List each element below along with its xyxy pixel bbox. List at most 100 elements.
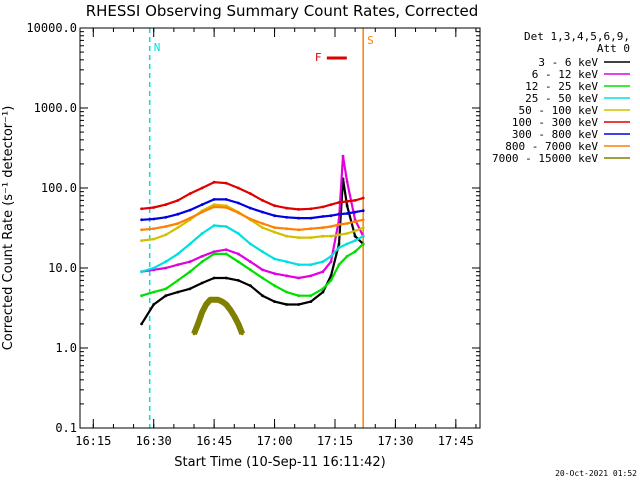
- series-7-point-9: [249, 217, 252, 221]
- series-7-point-2: [164, 225, 168, 228]
- series-0-point-16: [329, 274, 333, 278]
- series-8-point-4: [208, 298, 212, 302]
- series-6-point-19: [353, 210, 357, 214]
- series-2-point-14: [309, 294, 313, 298]
- series-1-point-8: [236, 252, 240, 256]
- series-7-point-0: [140, 228, 144, 232]
- series-7-point-3: [176, 222, 180, 225]
- x-tick-label: 16:45: [196, 434, 232, 448]
- series-2-point-8: [236, 260, 240, 264]
- series-4-point-14: [309, 236, 313, 240]
- series-5-point-10: [261, 199, 264, 202]
- series-6-point-11: [273, 214, 276, 218]
- series-6-point-5: [200, 203, 204, 207]
- series-3-point-10: [261, 250, 264, 254]
- series-3-point-17: [337, 246, 341, 250]
- series-1-point-14: [309, 274, 313, 278]
- y-tick-label: 1000.0: [34, 101, 77, 115]
- series-0-point-6: [212, 276, 216, 280]
- series-3-point-15: [321, 260, 325, 264]
- series-8-point-10: [232, 314, 236, 318]
- series-4-point-15: [321, 234, 325, 238]
- series-2-point-0: [140, 294, 144, 298]
- series-6-point-18: [345, 212, 349, 215]
- flare-flag-label: F: [315, 51, 322, 64]
- series-line-0: [140, 177, 364, 325]
- series-6-point-16: [329, 214, 333, 218]
- series-0-point-19: [345, 204, 349, 208]
- series-line-1: [141, 155, 365, 280]
- series-5-point-18: [345, 200, 349, 203]
- series-3-point-16: [329, 254, 333, 258]
- series-8-point-9: [228, 308, 232, 312]
- series-6-point-20: [361, 209, 365, 213]
- series-3-point-7: [224, 225, 228, 228]
- series-3-point-20: [361, 234, 365, 238]
- series-1-point-5: [200, 254, 204, 258]
- series-5-point-8: [236, 186, 240, 190]
- series-0-point-8: [236, 279, 240, 282]
- x-tick-label: 17:00: [256, 434, 292, 448]
- series-0-point-9: [249, 284, 252, 288]
- series-4-point-18: [345, 232, 349, 235]
- series-4-point-1: [152, 237, 156, 241]
- series-2-point-19: [353, 250, 357, 254]
- series-3-point-5: [200, 232, 204, 235]
- series-3-point-3: [176, 252, 180, 256]
- series-1-point-17: [337, 218, 341, 222]
- series-6-point-1: [152, 217, 156, 221]
- series-0-point-1: [152, 303, 156, 306]
- series-3-point-0: [140, 270, 144, 274]
- series-5-point-3: [176, 199, 180, 202]
- series-6-point-3: [176, 212, 180, 216]
- chart-title: RHESSI Observing Summary Count Rates, Co…: [86, 2, 479, 20]
- x-tick-label: 16:15: [75, 434, 111, 448]
- series-7-point-7: [224, 206, 228, 209]
- series-4-point-16: [329, 234, 333, 238]
- series-0-point-7: [224, 276, 228, 280]
- series-7-point-18: [345, 222, 349, 225]
- series-1-point-16: [329, 260, 333, 264]
- series-6-point-8: [236, 201, 240, 205]
- series-0-point-20: [353, 234, 357, 238]
- series-1-point-12: [285, 274, 288, 278]
- legend-header-line: Att 0: [597, 42, 630, 55]
- series-1-point-3: [176, 263, 180, 267]
- series-3-point-6: [212, 224, 216, 227]
- series-2-point-5: [200, 260, 204, 264]
- series-6-point-6: [212, 198, 216, 201]
- series-5-point-16: [329, 203, 333, 207]
- series-1-point-2: [164, 266, 168, 270]
- series-0-point-3: [176, 290, 180, 294]
- series-6-point-4: [188, 208, 192, 212]
- series-2-point-10: [261, 276, 264, 280]
- series-8-point-3: [204, 303, 208, 306]
- series-2-point-9: [249, 268, 252, 272]
- series-4-point-2: [164, 233, 168, 237]
- series-6-point-9: [249, 206, 252, 210]
- series-6-point-17: [337, 212, 341, 216]
- series-5-point-6: [212, 180, 216, 184]
- series-4-point-0: [140, 239, 144, 243]
- series-8-point-2: [200, 310, 204, 314]
- y-tick-label: 10.0: [48, 261, 77, 275]
- series-3-point-4: [188, 242, 192, 246]
- series-0-point-11: [273, 300, 276, 303]
- series-4-point-3: [176, 226, 180, 230]
- series-6-point-15: [321, 215, 325, 218]
- series-8-point-7: [220, 300, 224, 303]
- series-0-point-12: [285, 303, 288, 306]
- series-8-point-8: [224, 303, 228, 306]
- series-7-point-14: [309, 227, 313, 231]
- series-8-point-11: [236, 322, 240, 326]
- series-0-point-4: [188, 287, 192, 291]
- series-4-point-12: [285, 234, 288, 238]
- series-5-point-1: [152, 206, 156, 209]
- legend-entry-label: 7000 - 15000 keV: [492, 152, 598, 165]
- series-1-point-18: [341, 154, 345, 158]
- series-7-point-10: [261, 222, 264, 225]
- legend-entry-label: 100 - 300 keV: [512, 116, 598, 129]
- series-5-point-14: [309, 207, 313, 211]
- series-5-point-7: [224, 181, 228, 185]
